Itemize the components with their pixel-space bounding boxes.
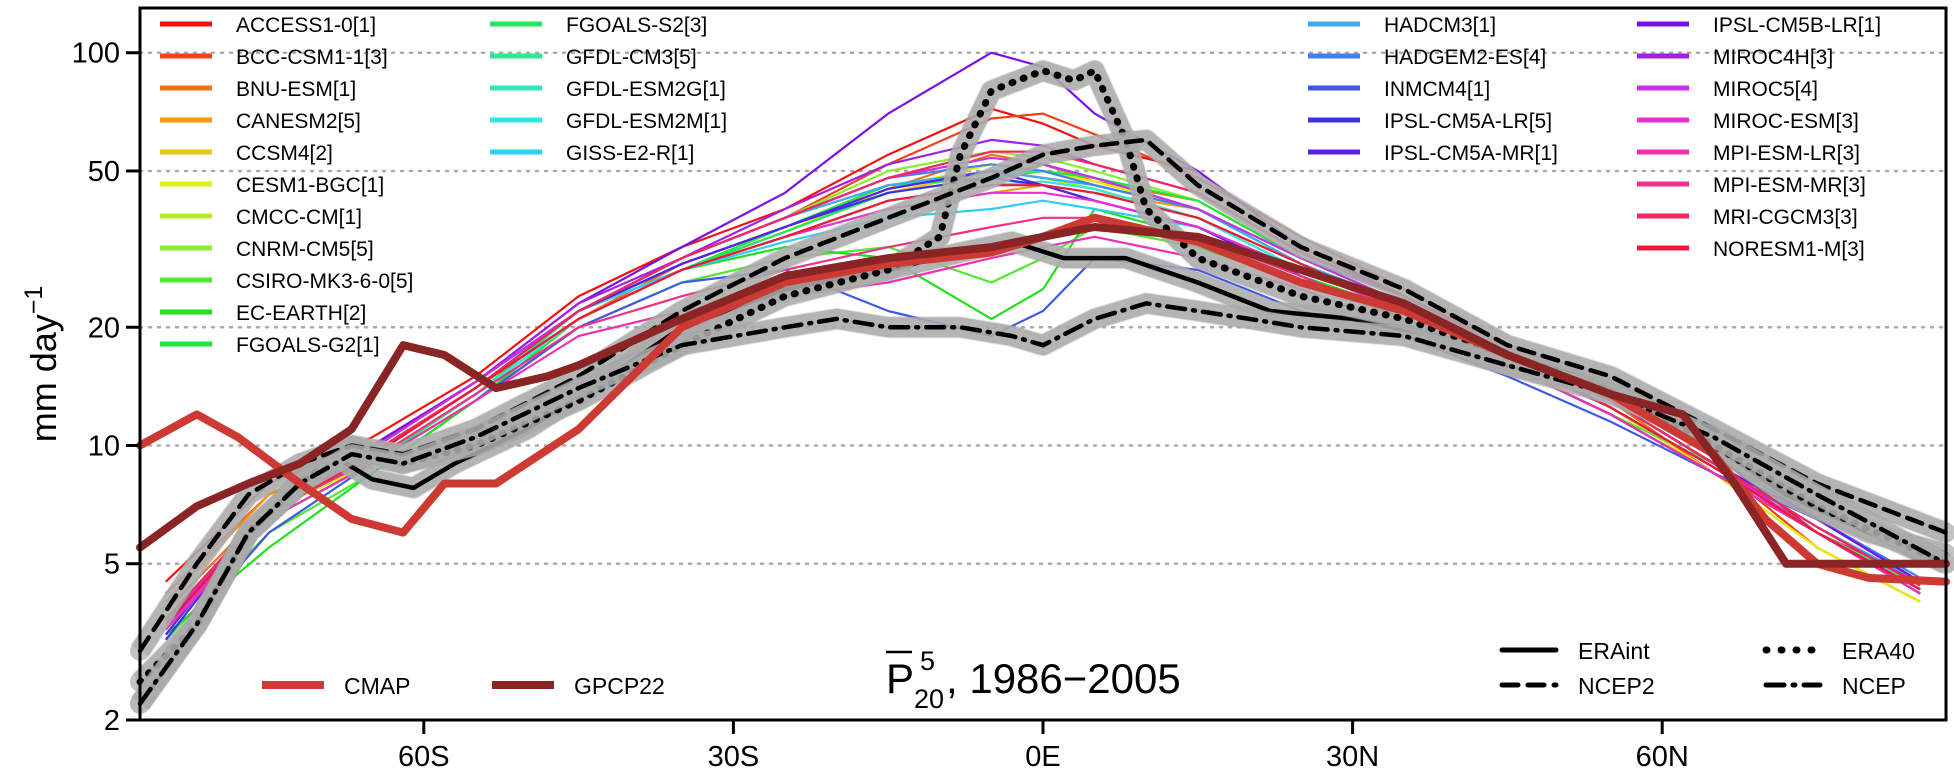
- model-line-27: [164, 150, 1921, 621]
- legend-label-12: GFDL-CM3[5]: [566, 46, 697, 69]
- legend-label-22: MIROC4H[3]: [1713, 46, 1833, 69]
- legend-label-3: CANESM2[5]: [236, 110, 361, 133]
- x-tick-label-2: 0E: [1025, 741, 1060, 772]
- legend-label-20: IPSL-CM5A-MR[1]: [1384, 142, 1558, 165]
- y-tick-label-1: 5: [104, 549, 120, 581]
- y-tick-label-4: 50: [88, 156, 120, 188]
- model-line-28: [164, 184, 1921, 626]
- legend-rean-label-0: ERAint: [1578, 638, 1650, 664]
- y-axis-label-sup: −1: [20, 286, 48, 315]
- legend-label-1: BCC-CSM1-1[3]: [236, 46, 388, 69]
- legend-rean-label-2: NCEP2: [1578, 673, 1655, 699]
- legend-label-17: HADGEM2-ES[4]: [1384, 46, 1546, 69]
- legend-label-13: GFDL-ESM2G[1]: [566, 78, 726, 101]
- model-line-1: [165, 112, 1921, 603]
- plot-frame: [138, 6, 1948, 722]
- title-superscript: 5: [920, 646, 935, 676]
- legend-label-14: GFDL-ESM2M[1]: [566, 110, 727, 133]
- legend-models: ACCESS1-0[1] BCC-CSM1-1[3] BNU-ESM[1] CANES…: [160, 14, 1881, 357]
- y-tick-label-3: 20: [88, 312, 120, 344]
- legend-label-6: CMCC-CM[1]: [236, 206, 362, 229]
- legend-label-16: HADCM3[1]: [1384, 14, 1496, 37]
- legend-label-10: FGOALS-G2[1]: [236, 334, 380, 357]
- legend-rean-label-3: NCEP: [1842, 673, 1906, 699]
- y-axis-label: mm day−1: [20, 286, 64, 443]
- observation-series-group: [136, 213, 1950, 586]
- legend-label-2: BNU-ESM[1]: [236, 78, 356, 101]
- title-symbol: P: [886, 655, 914, 702]
- legend-label-9: EC-EARTH[2]: [236, 302, 366, 325]
- reanalysis-series-group: [130, 59, 1954, 714]
- y-tick-label-5: 100: [72, 38, 120, 70]
- legend-rean-label-1: ERA40: [1842, 638, 1915, 664]
- legend-obs-label-0: CMAP: [344, 673, 410, 699]
- y-tick-label-0: 2: [104, 705, 120, 737]
- legend-label-15: GISS-E2-R[1]: [566, 142, 694, 165]
- reanalysis-band-3: [130, 293, 1954, 714]
- legend-label-0: ACCESS1-0[1]: [236, 14, 376, 37]
- legend-label-18: INMCM4[1]: [1384, 78, 1490, 101]
- legend-label-26: MPI-ESM-MR[3]: [1713, 174, 1866, 197]
- reanalysis-line-2: [137, 137, 1949, 654]
- x-tick-label-0: 60S: [398, 741, 450, 772]
- legend-label-8: CSIRO-MK3-6-0[5]: [236, 270, 413, 293]
- x-tick-label-1: 30S: [708, 741, 760, 772]
- y-axis-label-text: mm day: [23, 314, 64, 442]
- legend-label-11: FGOALS-S2[3]: [566, 14, 707, 37]
- reanalysis-band-edge-3: [131, 292, 1952, 711]
- title-subscript: 20: [914, 684, 944, 714]
- legend-label-23: MIROC5[4]: [1713, 78, 1818, 101]
- title-period: , 1986−2005: [946, 655, 1181, 702]
- legend-observations: CMAP GPCP22: [262, 673, 665, 699]
- model-line-2: [165, 153, 1921, 612]
- legend-label-19: IPSL-CM5A-LR[5]: [1384, 110, 1552, 133]
- legend-label-5: CESM1-BGC[1]: [236, 174, 384, 197]
- chart-title: P 20 5 , 1986−2005: [886, 646, 1181, 714]
- y-axis: 2 5 10 20 50 100: [72, 38, 140, 737]
- reanalysis-line-3: [137, 301, 1949, 706]
- x-axis: 60S 30S 0E 30N 60N: [398, 720, 1689, 772]
- legend-label-25: MPI-ESM-LR[3]: [1713, 142, 1860, 165]
- legend-obs-label-1: GPCP22: [574, 673, 665, 699]
- x-tick-label-3: 30N: [1326, 741, 1379, 772]
- legend-label-28: NORESM1-M[3]: [1713, 238, 1865, 261]
- legend-label-7: CNRM-CM5[5]: [236, 238, 374, 261]
- x-tick-label-4: 60N: [1636, 741, 1689, 772]
- legend-label-24: MIROC-ESM[3]: [1713, 110, 1859, 133]
- observation-line-1: [136, 223, 1950, 568]
- y-tick-label-2: 10: [88, 430, 120, 462]
- legend-label-27: MRI-CGCM3[3]: [1713, 206, 1858, 229]
- legend-reanalyses: ERAint ERA40 NCEP2 NCEP: [1499, 638, 1915, 699]
- legend-label-21: IPSL-CM5B-LR[1]: [1713, 14, 1881, 37]
- legend-label-4: CCSM4[2]: [236, 142, 333, 165]
- model-line-22: [164, 138, 1921, 626]
